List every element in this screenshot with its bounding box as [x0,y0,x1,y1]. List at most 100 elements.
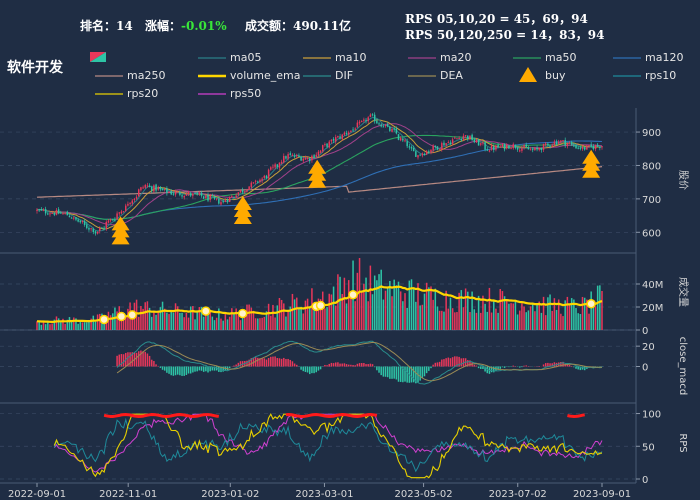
macd-bar [525,365,527,367]
volume-bar [321,291,324,330]
volume-bar [189,306,192,330]
candle-body [531,149,534,151]
volume-bar [96,314,99,330]
candle-body [276,164,279,167]
volume-bar [309,306,311,330]
volume-bar [306,298,309,330]
candle-body [369,114,372,117]
macd-bar [137,351,140,367]
volume-bar [462,307,465,330]
macd-bar [477,366,480,369]
macd-bar [276,358,279,367]
legend-label: ma120 [645,51,684,64]
candle-body [211,195,214,197]
macd-bar [471,362,473,367]
volume-bar [389,280,391,330]
candle-body [471,134,473,141]
candle-body [443,142,445,146]
candle-body [495,145,497,150]
candle-body [57,209,60,214]
candle-body [434,145,437,148]
volume-bar [534,311,536,330]
macd-bar [384,366,387,377]
candle-body [477,139,480,146]
volume-bar [581,296,584,330]
candle-body [159,186,162,190]
macd-bar [386,366,389,378]
ma10-line [36,119,603,230]
candle-body [544,143,547,145]
candle-body [213,196,216,199]
macd-bar [163,366,166,371]
volume-bar [231,308,233,330]
volume-bar [527,310,530,330]
candle-body [161,189,164,191]
candle-body [70,217,73,219]
macd-bar [159,366,162,368]
macd-bar [131,352,134,367]
buy-marker [111,216,130,245]
volume-bar [469,312,471,330]
volume-bar [202,316,205,330]
candle-body [350,130,352,132]
volume-bar [244,316,246,330]
macd-bar [395,366,398,380]
candle-body [250,182,253,188]
legend-label: rps50 [230,87,262,100]
macd-bar [246,360,248,367]
volume-bar [358,258,361,330]
candle-body [122,211,125,213]
candles [36,112,603,236]
macd-bar [579,366,582,371]
candle-body [304,157,307,160]
macd-bar [484,366,486,372]
volume-bar [246,304,248,330]
candle-body [367,117,369,122]
macd-bar [326,365,328,367]
volume-tick-label: 40M [642,280,663,291]
candle-body [436,146,439,150]
candle-body [92,228,95,233]
macd-bar [248,359,250,367]
candle-body [399,138,402,141]
macd-bar [419,366,421,381]
legend-line-icon [95,75,123,77]
volume-bar [222,320,224,330]
volume-bar [170,311,172,330]
x-tick-label: 2022-09-01 [8,489,66,500]
macd-bar [441,359,443,367]
candle-body [393,128,395,130]
volume-bar [460,290,463,330]
volume-bar [371,294,374,330]
candle-body [352,129,354,131]
macd-bar [334,362,337,367]
candle-body [412,147,415,152]
volume-bar [213,320,216,330]
macd-bar [391,366,393,379]
volume-bar [443,311,445,330]
candle-body [125,205,127,211]
candle-body [233,196,235,198]
rps-short-text: RPS 05,10,20 = 45，69，94 [405,12,588,26]
candle-body [215,198,218,200]
candle-body [105,221,108,229]
candle-body [321,145,324,152]
candle-body [516,147,519,150]
macd-bar [508,366,510,368]
volume-bar [480,312,482,330]
volume-bar [514,300,517,330]
macd-bar [118,354,121,367]
candle-body [86,224,88,229]
candle-body [497,144,499,148]
candle-body [235,195,237,198]
volume-bar [588,313,590,330]
volume-bar [259,318,261,330]
legend-line-icon [198,57,226,59]
macd-bar [233,365,235,367]
legend-line-icon [303,75,331,77]
volume-bar [579,314,582,330]
candle-body [579,147,582,149]
volume-bar [44,324,47,330]
macd-bar [209,366,211,372]
volume-bar [92,315,95,330]
